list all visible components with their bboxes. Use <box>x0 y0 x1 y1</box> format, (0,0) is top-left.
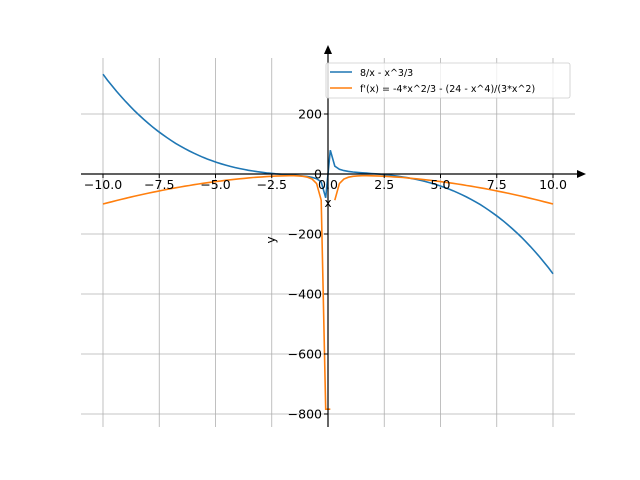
y-tick-label: 200 <box>298 107 322 122</box>
x-tick-label: −10.0 <box>84 177 122 192</box>
y-axis-label: y <box>264 236 278 243</box>
axes <box>81 45 586 427</box>
y-tick-label: −400 <box>288 287 322 302</box>
y-tick-label: −200 <box>288 227 322 242</box>
x-tick-label: 10.0 <box>539 177 567 192</box>
x-axis-label: x <box>324 196 331 210</box>
x-tick-label: 0.0 <box>318 177 338 192</box>
x-tick-label: −2.5 <box>257 177 287 192</box>
y-axis-arrow-icon <box>324 45 332 54</box>
series-derivative-line-right <box>334 174 554 205</box>
x-tick-label: 7.5 <box>487 177 507 192</box>
legend-box <box>325 62 571 99</box>
x-tick-label: 2.5 <box>374 177 394 192</box>
legend: 8/x - x^3/3 f'(x) = -4*x^2/3 - (24 - x^4… <box>325 62 571 99</box>
y-tick-label: −800 <box>288 407 322 422</box>
y-tick-label: −600 <box>288 347 322 362</box>
series-derivative-line-left <box>102 174 331 411</box>
x-tick-label: −7.5 <box>144 177 174 192</box>
x-tick-label: 5.0 <box>431 177 451 192</box>
tick-labels: −10.0 −7.5 −5.0 −2.5 0.0 2.5 5.0 7.5 10.0 −800 −60… <box>84 107 567 422</box>
x-axis-arrow-icon <box>577 170 586 178</box>
legend-label-derivative: f'(x) = -4*x^2/3 - (24 - x^4)/(3*x^2) <box>360 84 535 95</box>
x-tick-label: −5.0 <box>200 177 230 192</box>
legend-label-function: 8/x - x^3/3 <box>360 68 413 79</box>
y-tick-label: 0 <box>314 167 322 182</box>
